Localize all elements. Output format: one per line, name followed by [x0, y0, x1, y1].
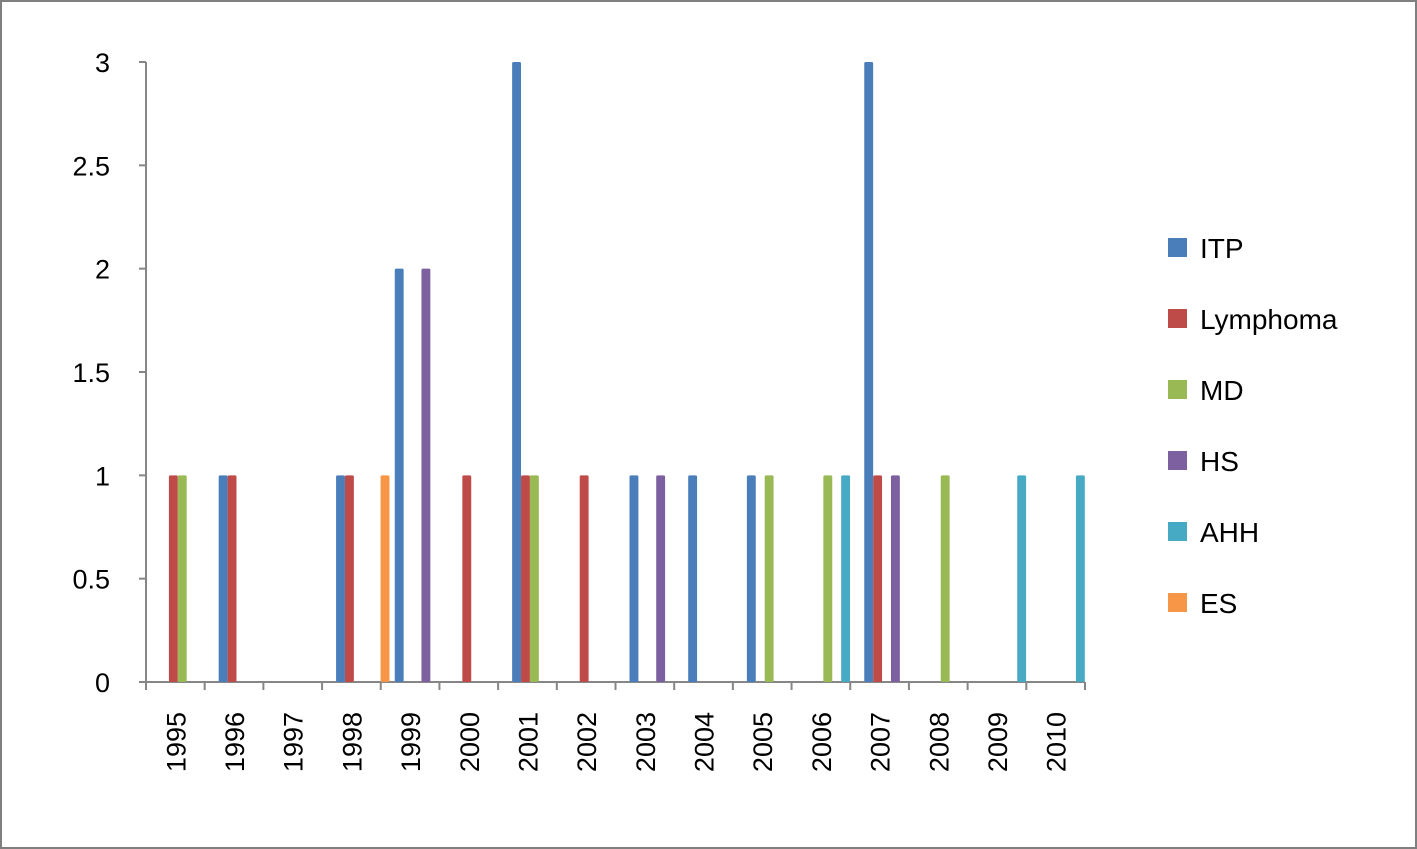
- bars: [168, 62, 1085, 682]
- bar-itp-1999: [394, 268, 404, 682]
- x-tick-label: 2002: [572, 712, 602, 772]
- y-tick-label: 1: [95, 461, 110, 491]
- x-tick-label: 2000: [455, 712, 485, 772]
- bar-lymphoma-2007: [873, 475, 883, 682]
- x-tick-label: 2006: [807, 712, 837, 772]
- bar-md-1995: [177, 475, 187, 682]
- y-tick-label: 2.5: [72, 151, 110, 181]
- x-tick-label: 1996: [220, 712, 250, 772]
- bar-md-2006: [823, 475, 833, 682]
- bar-ahh-2009: [1017, 475, 1027, 682]
- bar-itp-2007: [864, 62, 874, 682]
- bar-md-2008: [940, 475, 950, 682]
- x-tick-label: 2009: [983, 712, 1013, 772]
- y-axis: 0 0.5 1 1.5 2 2.5 3: [72, 48, 147, 698]
- bar-itp-2001: [512, 62, 522, 682]
- x-tick-label: 1997: [279, 712, 309, 772]
- y-tick-label: 3: [95, 48, 110, 78]
- x-tick-label: 2001: [513, 712, 543, 772]
- x-axis: 1995 1996 1997 1998 1999 2000 2001 2002 2003 2004…: [145, 681, 1086, 772]
- bar-ahh-2010: [1075, 475, 1085, 682]
- legend-swatch-es: [1168, 593, 1187, 612]
- y-tick-label: 2: [95, 255, 110, 285]
- bar-md-2001: [529, 475, 539, 682]
- x-tick-label: 2007: [866, 712, 896, 772]
- legend-label-md: MD: [1200, 375, 1244, 406]
- legend-swatch-md: [1168, 380, 1187, 399]
- legend-swatch-itp: [1168, 238, 1187, 257]
- x-tick-label: 2010: [1042, 712, 1072, 772]
- x-tick-label: 1999: [396, 712, 426, 772]
- bar-itp-1998: [336, 475, 345, 682]
- bar-lymphoma-2001: [521, 475, 530, 682]
- x-tick-label: 1998: [337, 712, 367, 772]
- legend-swatch-lymphoma: [1168, 309, 1187, 328]
- x-tick-label: 2003: [631, 712, 661, 772]
- bar-lymphoma-1998: [344, 475, 354, 682]
- bar-itp-2003: [629, 475, 639, 682]
- y-tick-label: 0.5: [72, 565, 110, 595]
- legend-label-es: ES: [1200, 588, 1237, 619]
- x-tick-label: 2005: [748, 712, 778, 772]
- bar-itp-1996: [218, 475, 228, 682]
- bar-hs-2007: [890, 475, 900, 682]
- bar-hs-1999: [421, 268, 431, 682]
- x-tick-label: 1995: [161, 712, 191, 772]
- legend-label-itp: ITP: [1200, 233, 1244, 264]
- bar-lymphoma-2000: [462, 475, 472, 682]
- legend: ITP Lymphoma MD HS AHH ES: [1168, 233, 1338, 619]
- bar-lymphoma-2002: [579, 475, 589, 682]
- bar-itp-2004: [688, 475, 698, 682]
- legend-swatch-hs: [1168, 451, 1187, 470]
- x-tick-label: 2004: [690, 712, 720, 772]
- y-tick-label: 1.5: [72, 358, 110, 388]
- bar-hs-2003: [656, 475, 666, 682]
- x-tick-label: 2008: [924, 712, 954, 772]
- bar-itp-2005: [746, 475, 756, 682]
- legend-swatch-ahh: [1168, 522, 1187, 541]
- y-tick-label: 0: [95, 668, 110, 698]
- legend-label-ahh: AHH: [1200, 517, 1259, 548]
- bar-md-2005: [764, 475, 774, 682]
- bar-es-1998: [380, 475, 390, 682]
- legend-label-hs: HS: [1200, 446, 1239, 477]
- bar-ahh-2006: [841, 475, 851, 682]
- bar-lymphoma-1995: [168, 475, 178, 682]
- legend-label-lymphoma: Lymphoma: [1200, 304, 1338, 335]
- bar-lymphoma-1996: [227, 475, 237, 682]
